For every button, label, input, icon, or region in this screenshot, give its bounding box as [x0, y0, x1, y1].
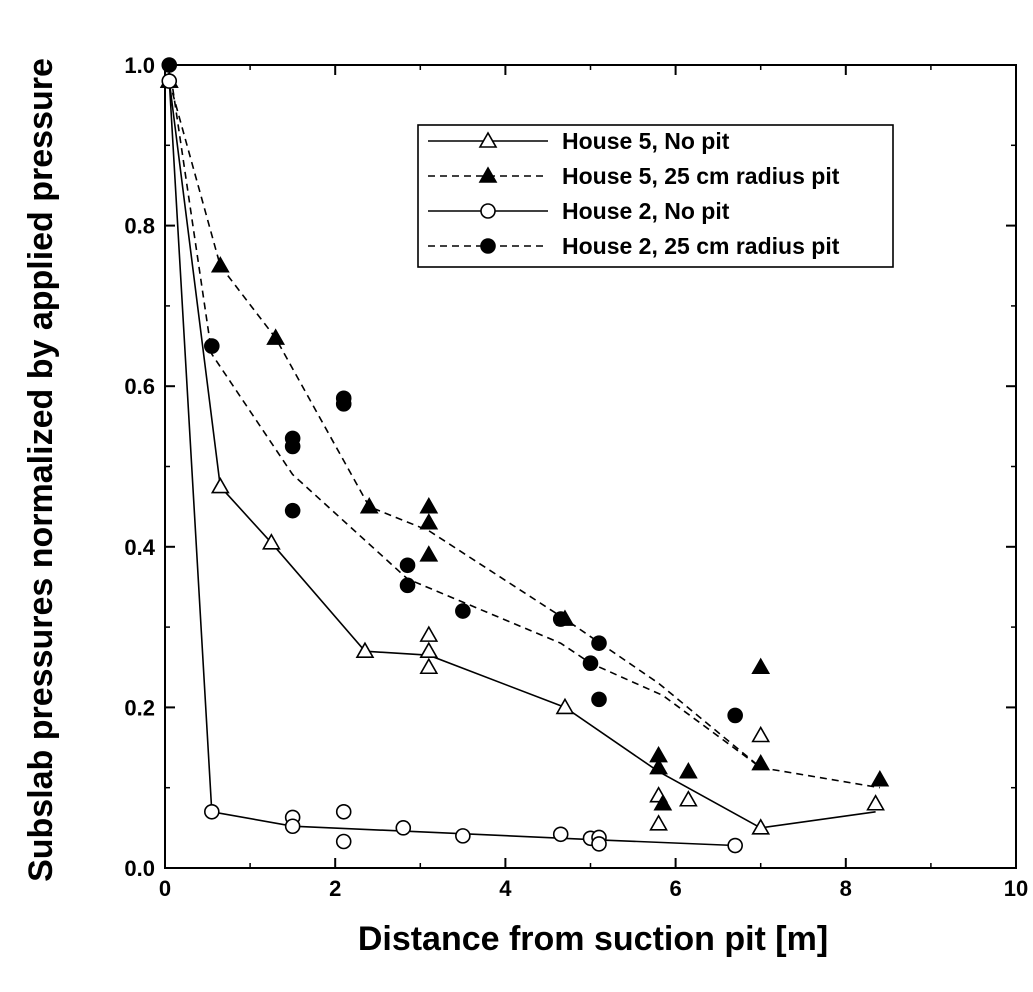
legend-label-2: House 5, 25 cm radius pit — [562, 163, 840, 189]
legend-box — [417, 124, 894, 268]
legend-marker-1 — [478, 131, 498, 148]
data-point-series-2 — [751, 657, 771, 675]
legend-marker-2 — [478, 166, 498, 183]
data-point-series-2 — [210, 256, 230, 273]
data-point-series-2 — [359, 497, 379, 514]
data-point-series-3 — [335, 833, 352, 850]
data-point-series-2 — [266, 328, 286, 345]
data-point-series-2 — [870, 770, 890, 787]
data-point-series-4 — [591, 635, 607, 651]
data-point-series-2 — [419, 497, 439, 514]
data-point-series-2 — [649, 758, 668, 775]
data-point-series-2 — [678, 762, 698, 779]
data-point-series-1 — [751, 818, 771, 835]
y-tick-label: 0.0 — [124, 856, 155, 881]
data-point-series-1 — [555, 697, 575, 715]
y-tick-label: 0.6 — [124, 374, 155, 399]
data-point-series-3 — [455, 828, 471, 844]
x-tick-label: 10 — [1004, 876, 1028, 901]
data-point-series-2 — [419, 545, 439, 562]
data-point-series-4 — [727, 707, 743, 724]
x-axis-title: Distance from suction pit [m] — [358, 920, 828, 958]
y-tick-label: 1.0 — [124, 53, 155, 78]
data-point-series-4 — [284, 502, 301, 519]
x-tick-label: 2 — [329, 876, 341, 901]
data-point-series-2 — [653, 794, 673, 811]
data-point-series-1 — [210, 476, 230, 494]
legend-label-4: House 2, 25 cm radius pit — [562, 233, 840, 259]
data-point-series-4 — [591, 691, 607, 708]
data-point-series-2 — [419, 513, 439, 530]
x-tick-label: 6 — [669, 876, 681, 901]
data-point-series-1 — [261, 533, 281, 550]
data-point-series-1 — [419, 625, 439, 642]
data-point-series-4 — [161, 57, 178, 73]
data-point-series-3 — [727, 837, 743, 854]
x-tick-label: 8 — [840, 876, 852, 901]
data-point-series-1 — [751, 725, 771, 743]
series-line-2 — [168, 80, 880, 789]
data-point-series-1 — [678, 790, 698, 807]
legend-marker-4 — [480, 238, 496, 254]
series-line-4 — [168, 64, 762, 769]
data-point-series-3 — [161, 73, 178, 89]
x-tick-label: 0 — [159, 876, 171, 901]
data-point-series-1 — [866, 794, 885, 811]
legend-label-3: House 2, No pit — [562, 198, 730, 224]
data-point-series-4 — [399, 577, 416, 594]
data-point-series-1 — [419, 657, 439, 675]
data-point-series-4 — [399, 557, 416, 574]
data-point-series-2 — [751, 753, 771, 771]
data-point-series-3 — [335, 803, 352, 820]
data-point-series-3 — [591, 836, 607, 852]
data-point-series-3 — [395, 820, 412, 836]
data-point-series-4 — [552, 611, 569, 627]
data-point-series-4 — [284, 438, 301, 455]
y-axis-title: Subslab pressures normalized by applied … — [22, 58, 60, 882]
y-tick-label: 0.2 — [124, 695, 155, 720]
data-point-series-4 — [582, 655, 599, 672]
data-point-series-3 — [204, 803, 220, 820]
legend-marker-3 — [480, 203, 496, 219]
data-point-series-4 — [204, 338, 220, 354]
data-point-series-1 — [649, 814, 668, 831]
y-tick-label: 0.4 — [124, 535, 155, 560]
data-point-series-3 — [552, 826, 569, 843]
data-point-series-3 — [284, 818, 301, 835]
legend: House 5, No pit House 5, 25 cm radius pit… — [417, 124, 894, 268]
y-tick-label: 0.8 — [124, 214, 155, 239]
legend-label-1: House 5, No pit — [562, 128, 730, 154]
series-markers — [159, 57, 890, 854]
data-point-series-4 — [335, 396, 352, 412]
data-point-series-1 — [419, 641, 439, 658]
data-point-series-4 — [455, 603, 471, 619]
x-tick-label: 4 — [499, 876, 512, 901]
series-line-3 — [168, 81, 736, 847]
data-point-series-1 — [355, 641, 375, 658]
